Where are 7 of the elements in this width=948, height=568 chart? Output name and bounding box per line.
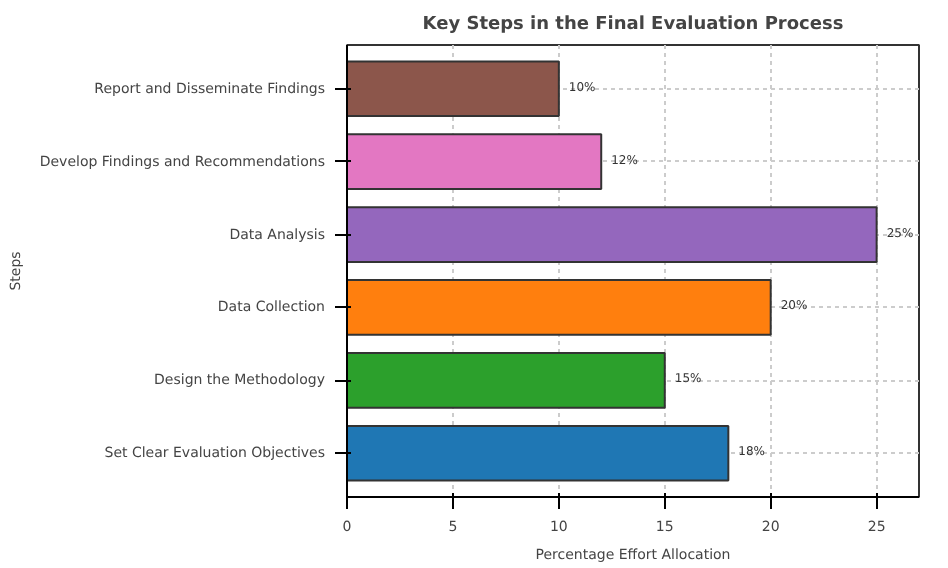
bar [347,424,730,482]
bar [347,206,878,263]
bar [347,352,666,409]
bar [347,279,772,336]
bar [347,133,603,190]
chart-title: Key Steps in the Final Evaluation Process [422,15,844,35]
bar [347,60,560,118]
